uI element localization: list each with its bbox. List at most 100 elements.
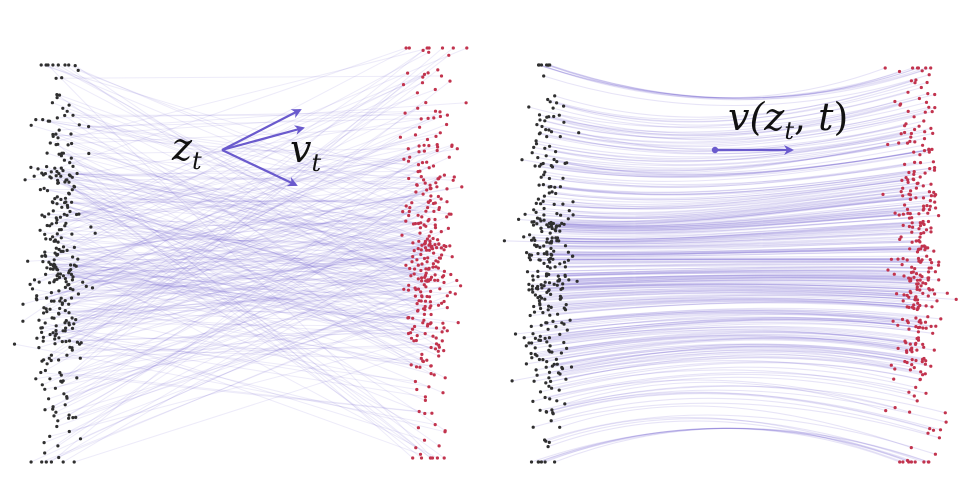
target-point [904,176,908,180]
target-point [915,287,919,291]
trajectory-line [62,170,425,245]
source-point [55,274,59,278]
trajectory-line [52,202,420,302]
source-point [69,268,73,272]
source-point [522,235,526,239]
target-point [910,350,914,354]
target-point [924,100,929,104]
source-point [74,318,78,322]
source-point [70,200,74,204]
flow-curve [543,238,900,248]
source-point [57,247,61,252]
target-point [436,260,440,264]
target-point [404,204,408,208]
flow-curve [539,195,932,223]
source-point [63,63,67,67]
source-point [41,260,45,264]
flow-curve [537,247,928,255]
target-point [438,110,442,114]
trajectory-line [61,47,410,231]
trajectory-line [55,335,416,382]
source-point [533,164,537,168]
trajectory-line [66,279,431,398]
flow-curve [523,220,924,239]
source-point [49,353,54,357]
flow-curve [528,91,909,128]
source-point [69,272,73,276]
source-point [71,255,75,259]
source-point [502,239,506,243]
flow-curve [540,298,933,310]
flow-curve [543,179,908,207]
source-point [75,340,79,344]
trajectory-line [55,239,423,265]
flow-curve [544,372,927,399]
source-point [542,173,546,177]
flow-curve [526,246,926,254]
source-point [48,377,52,381]
source-point [554,357,559,361]
source-point [48,224,52,228]
source-point [65,203,69,207]
trajectory-line [49,332,411,380]
trajectory-line [72,176,446,432]
target-point [910,221,914,225]
target-point [429,372,433,376]
target-point [415,91,419,95]
target-point [423,246,428,250]
source-point [53,251,57,255]
flow-curve [554,427,909,463]
flow-curve [543,167,935,193]
source-point [38,188,43,192]
target-point [926,211,930,215]
trajectory-line [70,133,419,280]
target-point [423,299,428,303]
target-point [906,90,910,94]
target-point [915,282,919,286]
source-point [70,232,74,236]
source-point [45,362,49,366]
source-point [53,337,57,341]
target-point [451,178,455,182]
source-point [548,231,552,235]
target-point [406,147,410,151]
flow-curve [526,329,906,347]
target-point [909,270,914,275]
source-point [70,326,75,330]
target-point [431,236,435,241]
target-point [445,122,449,127]
source-point [62,158,66,162]
target-point [899,132,903,136]
trajectory-line [56,193,424,256]
flow-curve [555,213,904,233]
trajectory-line [57,176,455,181]
target-point [419,456,424,460]
target-point [883,66,887,70]
target-point [921,291,925,295]
source-point [51,407,55,411]
target-point [440,253,444,257]
target-point [435,246,439,250]
source-point [537,132,542,136]
flow-curve [528,326,918,344]
source-point [65,395,69,399]
target-point [907,224,912,229]
source-point [540,286,544,290]
target-point [450,255,454,259]
source-point [539,226,543,230]
flow-curve [562,162,921,188]
source-point [56,252,60,257]
trajectory-line [64,213,423,362]
source-point [67,180,71,184]
flow-curve [548,296,918,307]
source-point [63,285,67,289]
source-point [547,370,552,374]
target-point [892,377,896,381]
target-point [427,50,431,54]
trajectory-line [59,148,409,155]
trajectory-line [64,225,419,429]
flow-curve [541,217,912,235]
target-point [412,249,416,253]
source-point [532,145,536,149]
source-point [63,309,67,313]
